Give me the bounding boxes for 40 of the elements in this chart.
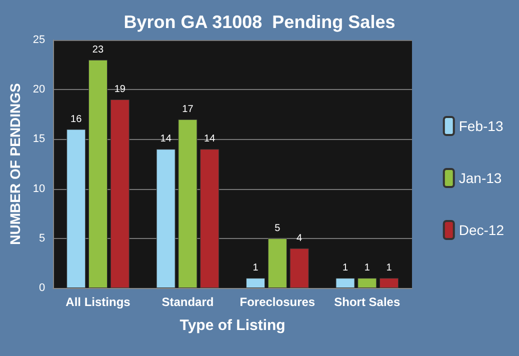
y-tick-label: 25 bbox=[32, 34, 46, 46]
x-axis-title: Type of Listing bbox=[180, 317, 286, 334]
x-tick-label: All Listings bbox=[66, 295, 131, 309]
bar bbox=[200, 149, 220, 288]
y-tick-label: 0 bbox=[39, 282, 46, 294]
data-label: 1 bbox=[342, 262, 348, 274]
data-label: 16 bbox=[70, 114, 82, 125]
y-tick-label: 5 bbox=[39, 232, 46, 244]
bar bbox=[380, 278, 399, 288]
data-label: 1 bbox=[364, 262, 370, 274]
x-tick-label: Standard bbox=[162, 295, 214, 309]
chart-title: Byron GA 31008 Pending Sales bbox=[124, 12, 396, 32]
data-label: 1 bbox=[252, 262, 259, 274]
bar bbox=[358, 278, 377, 288]
bar bbox=[336, 278, 355, 288]
data-label: 19 bbox=[114, 84, 126, 96]
bar bbox=[88, 60, 108, 288]
bar bbox=[66, 129, 86, 288]
x-tick-label: Foreclosures bbox=[240, 295, 316, 309]
y-tick-label: 10 bbox=[32, 182, 46, 195]
data-label: 14 bbox=[204, 134, 216, 145]
legend-label: Dec-12 bbox=[458, 222, 504, 238]
bar bbox=[110, 100, 130, 288]
data-label: 23 bbox=[92, 44, 104, 56]
data-label: 4 bbox=[296, 232, 303, 244]
bar bbox=[290, 248, 309, 288]
y-tick-label: 15 bbox=[32, 133, 46, 146]
legend-label: Jan-13 bbox=[458, 170, 502, 186]
legend-label: Feb-13 bbox=[458, 118, 504, 134]
x-tick-label: Short Sales bbox=[334, 295, 400, 309]
data-label: 17 bbox=[182, 104, 194, 115]
data-label: 5 bbox=[274, 222, 281, 234]
data-label: 1 bbox=[386, 262, 392, 274]
bar bbox=[156, 149, 176, 288]
y-tick-label: 20 bbox=[32, 84, 46, 96]
data-label: 14 bbox=[160, 134, 172, 145]
y-axis-title: NUMBER OF PENDINGS bbox=[7, 83, 23, 245]
bar bbox=[178, 119, 198, 288]
bar bbox=[268, 238, 287, 288]
bar bbox=[246, 278, 266, 288]
